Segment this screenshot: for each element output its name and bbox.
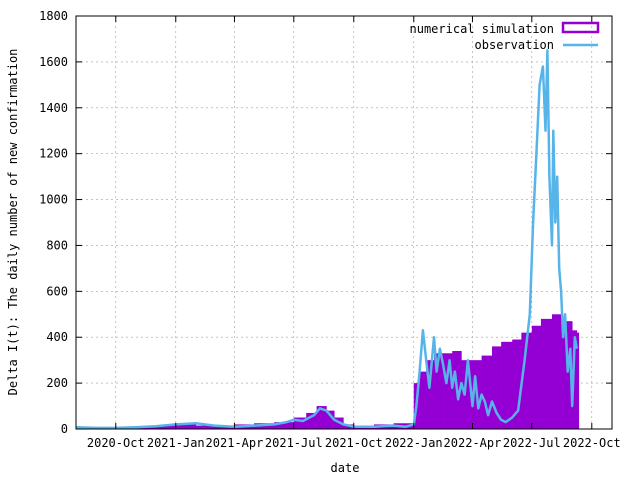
simulation-bar [576, 332, 580, 429]
simulation-bar [540, 318, 553, 429]
simulation-bar [561, 321, 573, 429]
simulation-bar [501, 341, 513, 429]
simulation-bar [572, 330, 578, 429]
x-tick-label: 2021-Jul [265, 436, 323, 450]
simulation-bar [293, 417, 307, 429]
simulation-bar [426, 360, 435, 429]
legend-swatch-simulation [561, 21, 600, 34]
legend: numerical simulation observation [410, 21, 600, 52]
y-tick-label: 1600 [39, 55, 68, 69]
y-axis-ticks: 0 200 400 600 800 1000 1200 1400 1600 1800 [39, 9, 612, 436]
x-tick-label: 2021-Oct [325, 436, 383, 450]
x-tick-label: 2022-Apr [444, 436, 502, 450]
simulation-bar [274, 422, 295, 429]
simulation-bar [531, 325, 542, 429]
simulation-bar [492, 346, 502, 429]
x-tick-label: 2022-Oct [563, 436, 621, 450]
x-tick-label: 2022-Jul [503, 436, 561, 450]
y-tick-label: 1800 [39, 9, 68, 23]
simulation-bar [419, 371, 427, 429]
x-tick-label: 2021-Jan [147, 436, 205, 450]
simulation-bar [512, 339, 522, 429]
y-tick-label: 200 [46, 376, 68, 390]
legend-label-observation: observation [475, 38, 554, 52]
x-axis-label: date [331, 461, 360, 475]
simulation-bar [326, 410, 335, 429]
plot-frame [75, 15, 613, 430]
observation-line [75, 49, 579, 430]
simulation-bar [552, 314, 562, 429]
y-tick-label: 800 [46, 238, 68, 252]
legend-label-simulation: numerical simulation [410, 22, 555, 36]
simulation-bar [443, 353, 453, 429]
grid-lines [76, 16, 612, 429]
x-tick-label: 2022-Jan [385, 436, 443, 450]
simulation-bar [306, 412, 317, 429]
x-tick-label: 2020-Oct [87, 436, 145, 450]
y-tick-label: 1400 [39, 101, 68, 115]
y-tick-label: 1200 [39, 147, 68, 161]
simulation-bar [461, 360, 473, 429]
simulation-bar [175, 424, 197, 429]
simulation-bar [155, 425, 177, 429]
y-tick-label: 400 [46, 330, 68, 344]
y-axis-label: Delta I(t): The daily number of new conf… [6, 49, 20, 396]
y-tick-label: 1000 [39, 193, 68, 207]
x-axis-ticks: 2020-Oct 2021-Jan 2021-Apr 2021-Jul 2021-Oct… [87, 16, 621, 450]
simulation-bar [433, 353, 444, 429]
y-tick-label: 600 [46, 284, 68, 298]
simulation-bar [195, 425, 215, 429]
simulation-bar [316, 406, 327, 429]
y-tick-label: 0 [61, 422, 68, 436]
simulation-bar [481, 355, 493, 429]
x-tick-label: 2021-Apr [206, 436, 264, 450]
simulation-bar [521, 332, 533, 429]
